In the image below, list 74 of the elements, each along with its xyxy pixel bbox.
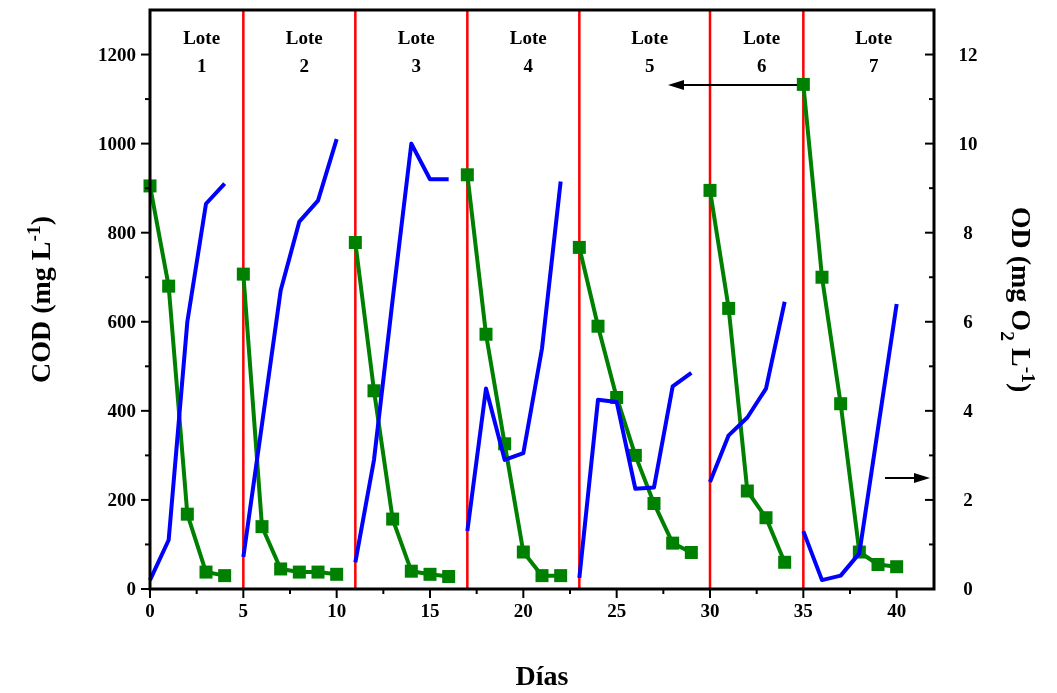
x-tick-label: 30 [700, 600, 720, 621]
point [628, 448, 642, 462]
x-tick-label: 20 [513, 600, 533, 621]
point [423, 567, 437, 581]
point [274, 562, 288, 576]
point [778, 555, 792, 569]
point [180, 507, 194, 521]
point [796, 77, 810, 91]
x-tick-label: 35 [793, 600, 813, 621]
point [460, 168, 474, 182]
point [834, 397, 848, 411]
point [311, 565, 325, 579]
point [722, 301, 736, 315]
x-tick-label: 5 [238, 600, 249, 621]
x-tick-label: 40 [887, 600, 907, 621]
y2-tick-label: 6 [963, 310, 973, 332]
annotation: Lote 5 [631, 27, 669, 76]
point [535, 569, 549, 583]
line-series [353, 141, 451, 565]
line-series [241, 137, 339, 559]
annotation: Lote 3 [397, 27, 435, 76]
point [479, 327, 493, 341]
point [255, 520, 269, 534]
y-tick-label: 1200 [98, 43, 136, 65]
annotation: Lote 1 [183, 27, 221, 76]
point [554, 569, 568, 583]
point [386, 512, 400, 526]
point [666, 536, 680, 550]
annotation: Lote 7 [855, 27, 893, 76]
y-tick-label: 800 [107, 221, 136, 243]
x-tick-label: 0 [145, 600, 155, 621]
y-tick-label: 200 [107, 488, 136, 510]
point [815, 270, 829, 284]
x-tick-label: 10 [327, 600, 347, 621]
point [367, 384, 381, 398]
point [442, 570, 456, 584]
point [199, 565, 213, 579]
point [684, 545, 698, 559]
point [516, 545, 530, 559]
point [647, 496, 661, 510]
y2-tick-label: 8 [963, 221, 973, 243]
x-tick-label: 25 [607, 600, 627, 621]
point [236, 267, 250, 281]
line-series [465, 179, 563, 534]
point [330, 567, 344, 581]
annotation: Lote 6 [743, 27, 781, 76]
x-axis-title: Días [515, 660, 569, 691]
point [572, 240, 586, 254]
x-tick-label: 15 [420, 600, 440, 621]
point [759, 511, 773, 525]
point [740, 484, 754, 498]
y2-tick-label: 10 [958, 132, 978, 154]
y-tick-label: 600 [107, 310, 136, 332]
point [890, 560, 904, 574]
point [871, 558, 885, 571]
y2-tick-label: 0 [963, 578, 973, 599]
y2-tick-label: 4 [963, 399, 974, 421]
annotation: Lote 4 [509, 27, 547, 76]
line-series [801, 301, 899, 583]
y-tick-label: 1000 [98, 132, 136, 154]
point [591, 319, 605, 333]
point [404, 564, 418, 578]
y2-tick-label: 12 [958, 43, 978, 65]
y-tick-label: 0 [126, 578, 136, 599]
point [292, 565, 306, 579]
y-tick-label: 400 [107, 399, 136, 421]
point [218, 569, 232, 583]
line-series [708, 299, 787, 485]
point [348, 235, 362, 249]
point [162, 279, 176, 293]
y2-tick-label: 2 [963, 488, 973, 510]
point [703, 183, 717, 197]
line-series [577, 370, 694, 580]
annotation: Lote 2 [285, 27, 323, 76]
